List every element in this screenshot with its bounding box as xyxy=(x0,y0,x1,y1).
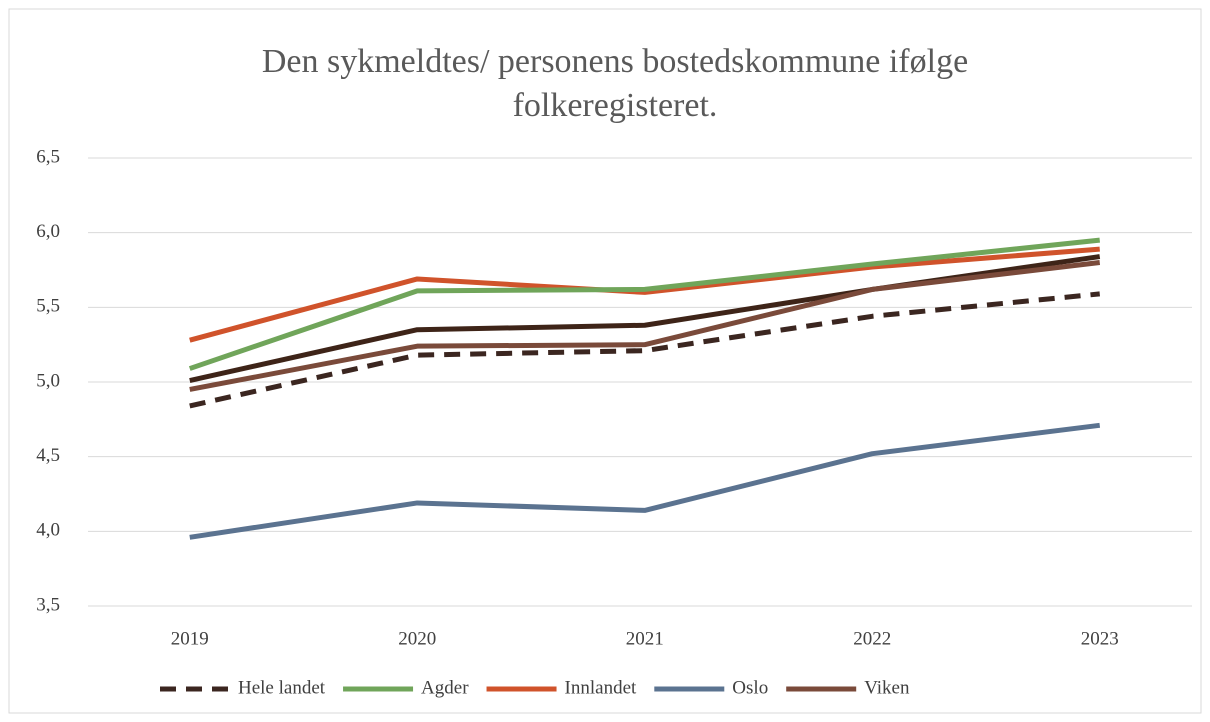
legend-label: Hele landet xyxy=(238,677,326,698)
x-tick-label: 2021 xyxy=(626,628,664,649)
series-line xyxy=(189,260,1101,392)
series-line xyxy=(189,422,1101,540)
legend-label: Agder xyxy=(421,677,469,698)
x-tick-label: 2019 xyxy=(171,628,209,649)
legend-label: Viken xyxy=(864,677,910,698)
x-tick-label: 2023 xyxy=(1081,628,1119,649)
series-line xyxy=(189,291,1100,409)
y-tick-label: 6,5 xyxy=(36,146,60,167)
y-tick-label: 4,5 xyxy=(36,445,60,466)
y-tick-label: 5,5 xyxy=(36,296,60,317)
y-tick-label: 3,5 xyxy=(36,594,60,615)
legend-label: Oslo xyxy=(732,677,768,698)
y-tick-label: 5,0 xyxy=(36,370,60,391)
legend-label: Innlandet xyxy=(565,677,637,698)
chart-border xyxy=(8,8,1202,714)
y-tick-label: 6,0 xyxy=(36,221,60,242)
series-line xyxy=(189,246,1100,343)
x-tick-label: 2020 xyxy=(398,628,436,649)
y-tick-label: 4,0 xyxy=(36,520,60,541)
series-line xyxy=(188,237,1101,371)
chart-title: Den sykmeldtes/ personens bostedskommune… xyxy=(261,43,969,124)
x-tick-label: 2022 xyxy=(853,628,891,649)
